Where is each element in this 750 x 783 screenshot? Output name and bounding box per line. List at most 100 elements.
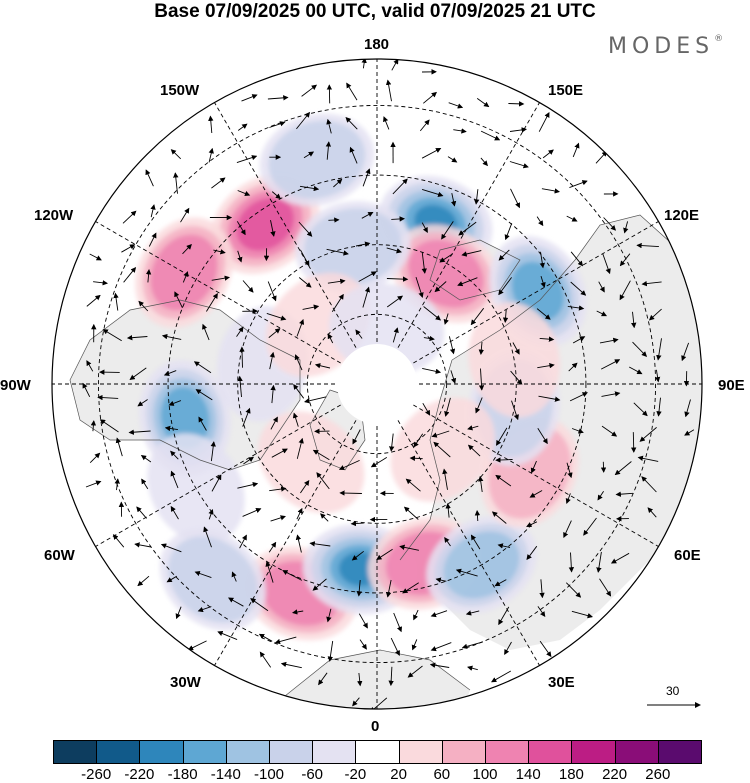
colorbar-tick-label: 220 [602, 766, 628, 783]
colorbar-tick-label: -140 [210, 766, 241, 783]
wind-vector-22 [480, 130, 501, 141]
wind-vector-38 [572, 142, 580, 158]
wind-vector-183 [422, 402, 431, 416]
wind-vector-177 [168, 400, 182, 406]
wind-vector-52 [510, 188, 520, 209]
wind-vector-122 [331, 293, 344, 313]
wind-vector-324 [274, 636, 297, 645]
wind-vector-212 [639, 427, 657, 442]
wind-vector-77 [182, 243, 192, 255]
wind-vector-151 [599, 337, 619, 344]
wind-vector-30 [325, 141, 332, 160]
wind-vector-153 [656, 338, 662, 361]
wind-vector-334 [280, 661, 302, 669]
wind-vector-13 [208, 115, 214, 134]
wind-vector-63 [328, 217, 340, 223]
wind-vector-230 [566, 462, 573, 479]
meridian-120 [376, 221, 659, 385]
wind-vector-99 [242, 280, 254, 293]
wind-vector-318 [498, 606, 510, 626]
wind-vector-14 [237, 123, 248, 131]
wind-vector-282 [376, 548, 393, 560]
colorbar-swatch-11 [528, 740, 573, 764]
latitude-circle-30 [97, 104, 657, 664]
wind-vector-12 [508, 101, 525, 107]
latitude-circle-45 [167, 174, 587, 594]
wind-vector-95 [123, 267, 137, 283]
wind-vector-34 [447, 156, 458, 163]
wind-vector-23 [509, 127, 527, 133]
wind-vector-275 [160, 543, 182, 553]
wind-vector-279 [295, 534, 302, 553]
colorbar-tick-label: 20 [390, 766, 407, 783]
wind-vector-336 [357, 672, 363, 687]
wind-vector-303 [494, 579, 507, 587]
wind-vector-82 [326, 248, 349, 256]
wind-vector-89 [539, 251, 545, 269]
wind-vector-199 [270, 416, 278, 430]
wind-vector-270 [583, 517, 597, 536]
wind-vector-8 [385, 79, 392, 102]
wind-vector-294 [231, 571, 237, 582]
wind-vector-266 [474, 510, 481, 522]
wind-vector-329 [430, 642, 452, 652]
wind-vector-284 [444, 536, 451, 547]
wind-vector-54 [569, 180, 588, 189]
map-title: Base 07/09/2025 00 UTC, valid 07/09/2025… [154, 1, 596, 22]
wind-vector-25 [170, 149, 182, 160]
wind-vector-96 [145, 269, 152, 283]
wind-vector-278 [268, 541, 277, 553]
wind-vector-312 [326, 608, 332, 623]
wind-vector-293 [194, 570, 212, 579]
wind-vector-146 [448, 336, 456, 355]
wind-vector-165 [450, 370, 457, 384]
wind-vector-311 [292, 609, 304, 615]
wind-vector-292 [166, 575, 178, 583]
wind-vector-139 [236, 326, 244, 337]
wind-vector-164 [422, 367, 442, 374]
anomaly-cell-3-level-2 [408, 239, 484, 308]
wind-vector-268 [526, 521, 538, 528]
wind-vector-76 [148, 232, 157, 247]
wind-vector-171 [628, 366, 643, 375]
wind-vector-217 [170, 450, 179, 460]
wind-vector-17 [326, 118, 332, 134]
colorbar-tick-label: 60 [433, 766, 451, 783]
wind-vector-81 [300, 249, 310, 267]
wind-vector-150 [572, 336, 586, 344]
wind-vector-302 [455, 568, 478, 577]
north-america-coast [69, 299, 301, 471]
wind-vector-101 [298, 277, 312, 288]
wind-vector-229 [530, 460, 537, 474]
wind-vector-291 [137, 575, 150, 587]
wind-vector-67 [441, 221, 454, 240]
meridian-240 [95, 221, 378, 385]
wind-vector-90 [570, 251, 584, 267]
africa-land [280, 650, 470, 709]
wind-vector-227 [467, 444, 481, 457]
wind-vector-317 [465, 610, 480, 616]
wind-vector-297 [312, 578, 327, 591]
wind-vector-104 [386, 276, 409, 282]
wind-vector-10 [448, 102, 464, 109]
wind-vector-115 [113, 292, 119, 311]
colorbar-tick-label: -220 [124, 766, 155, 783]
wind-vector-184 [444, 397, 451, 417]
wind-vector-148 [512, 342, 520, 355]
wind-vector-261 [320, 513, 329, 522]
wind-vector-48 [392, 178, 408, 195]
wind-vector-100 [267, 281, 277, 302]
wind-vector-211 [630, 432, 637, 453]
wind-vector-287 [526, 545, 538, 561]
vector-scale-label: 30 [666, 684, 680, 698]
wind-vector-113 [641, 280, 662, 287]
wind-vector-163 [314, 363, 331, 369]
wind-vector-234 [85, 480, 102, 488]
wind-vector-3 [241, 94, 258, 102]
wind-vector-214 [89, 452, 101, 464]
wind-vector-172 [654, 369, 661, 383]
pole-hole [337, 344, 417, 424]
wind-vector-140 [268, 328, 281, 338]
wind-vector-235 [114, 478, 120, 491]
